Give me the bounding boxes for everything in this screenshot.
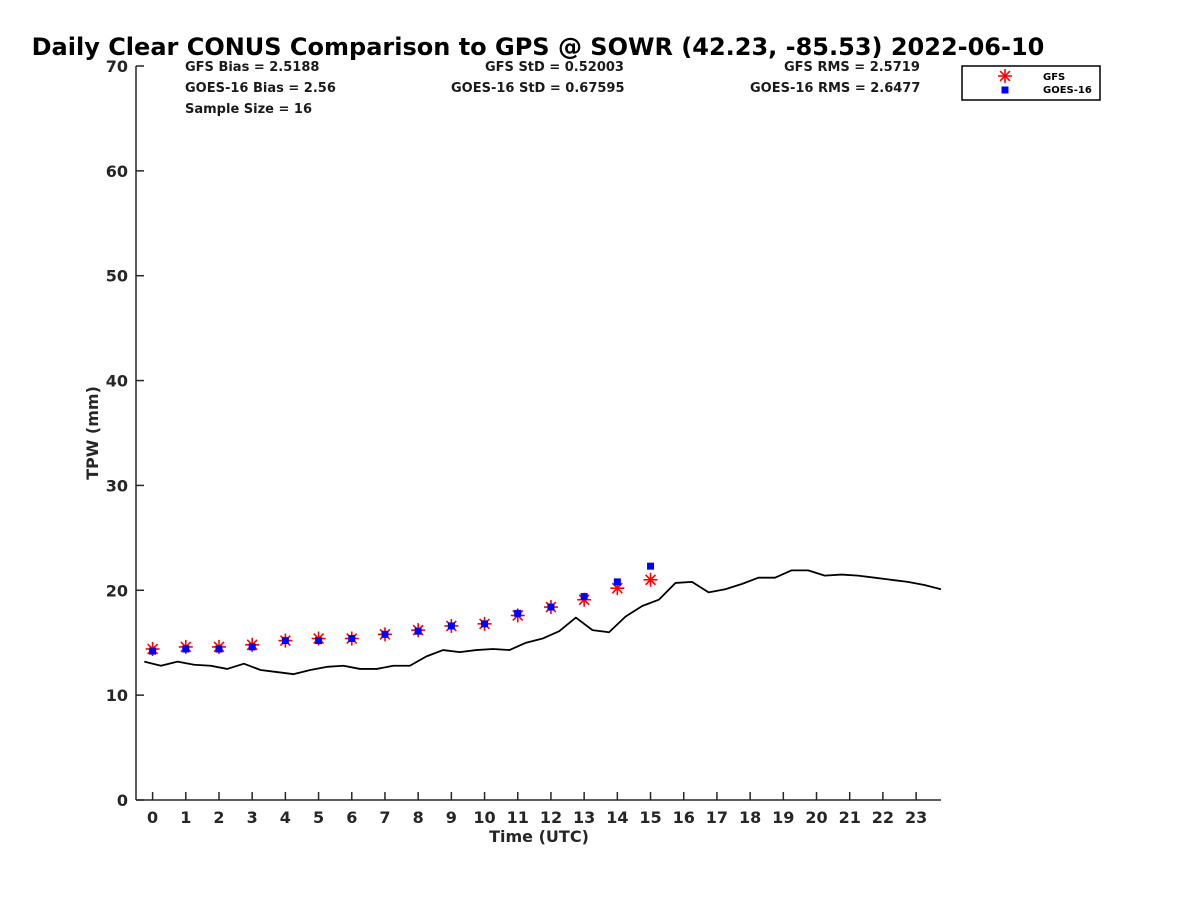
stat-goes-rms: GOES-16 RMS = 2.6477 [750, 81, 920, 96]
x-tick-label: 19 [772, 808, 794, 827]
gfs-series [145, 572, 658, 657]
goes16-series [149, 562, 655, 655]
goes16-point [381, 630, 389, 638]
x-axis-label: Time (UTC) [489, 827, 589, 846]
goes16-point [248, 643, 256, 651]
x-tick-label: 6 [346, 808, 357, 827]
x-tick-label: 4 [280, 808, 291, 827]
goes16-point [647, 562, 655, 570]
x-tick-label: 3 [247, 808, 258, 827]
chart-title: Daily Clear CONUS Comparison to GPS @ SO… [32, 33, 1045, 61]
x-tick-label: 21 [839, 808, 861, 827]
goes16-point [215, 645, 223, 653]
stat-goes-bias: GOES-16 Bias = 2.56 [185, 81, 336, 96]
y-tick-label: 50 [106, 267, 128, 286]
x-tick-label: 8 [413, 808, 424, 827]
y-tick-label: 30 [106, 476, 128, 495]
x-tick-label: 16 [673, 808, 695, 827]
gfs-point [643, 572, 658, 587]
y-tick-label: 60 [106, 162, 128, 181]
x-tick-label: 0 [147, 808, 158, 827]
goes16-point [547, 603, 555, 611]
goes16-point [182, 645, 190, 653]
goes16-point [613, 578, 621, 586]
gps-line [144, 569, 942, 676]
y-tick-label: 20 [106, 581, 128, 600]
x-tick-label: 11 [507, 808, 529, 827]
stat-gfs-std: GFS StD = 0.52003 [485, 60, 624, 75]
y-axis-label: TPW (mm) [83, 386, 102, 480]
gps-series [144, 569, 942, 676]
goes16-point [414, 627, 422, 635]
x-tick-label: 14 [606, 808, 628, 827]
stat-gfs-bias: GFS Bias = 2.5188 [185, 60, 319, 75]
x-tick-label: 9 [446, 808, 457, 827]
legend-gfs-marker [998, 69, 1012, 83]
goes16-point [348, 635, 356, 643]
goes16-point [281, 637, 289, 645]
x-tick-label: 12 [540, 808, 562, 827]
goes16-point [447, 622, 455, 630]
x-tick-label: 10 [473, 808, 495, 827]
x-tick-label: 1 [180, 808, 191, 827]
goes16-point [481, 620, 489, 628]
stat-sample-size: Sample Size = 16 [185, 102, 312, 117]
x-tick-label: 2 [213, 808, 224, 827]
stat-goes-std: GOES-16 StD = 0.67595 [451, 81, 625, 96]
goes16-point [149, 647, 157, 655]
legend-gfs-label: GFS [1043, 72, 1065, 83]
legend: GFS GOES-16 [961, 65, 1101, 101]
x-tick-label: 17 [706, 808, 728, 827]
legend-box [961, 65, 1101, 101]
legend-gfs-asterisk [998, 69, 1012, 83]
legend-goes16-label: GOES-16 [1043, 85, 1092, 96]
x-tick-label: 5 [313, 808, 324, 827]
x-tick-label: 22 [872, 808, 894, 827]
goes16-point [580, 593, 588, 601]
x-tick-label: 15 [639, 808, 661, 827]
legend-goes16-marker [1001, 86, 1009, 94]
goes16-point [514, 609, 522, 617]
x-tick-label: 20 [805, 808, 827, 827]
y-tick-label: 70 [106, 57, 128, 76]
x-tick-label: 18 [739, 808, 761, 827]
x-tick-label: 7 [379, 808, 390, 827]
y-tick-label: 10 [106, 686, 128, 705]
y-tick-label: 40 [106, 372, 128, 391]
goes16-point [315, 637, 323, 645]
legend-goes16-square [1001, 86, 1009, 94]
y-tick-label: 0 [117, 791, 128, 810]
x-tick-label: 23 [905, 808, 927, 827]
stat-gfs-rms: GFS RMS = 2.5719 [784, 60, 920, 75]
x-tick-label: 13 [573, 808, 595, 827]
